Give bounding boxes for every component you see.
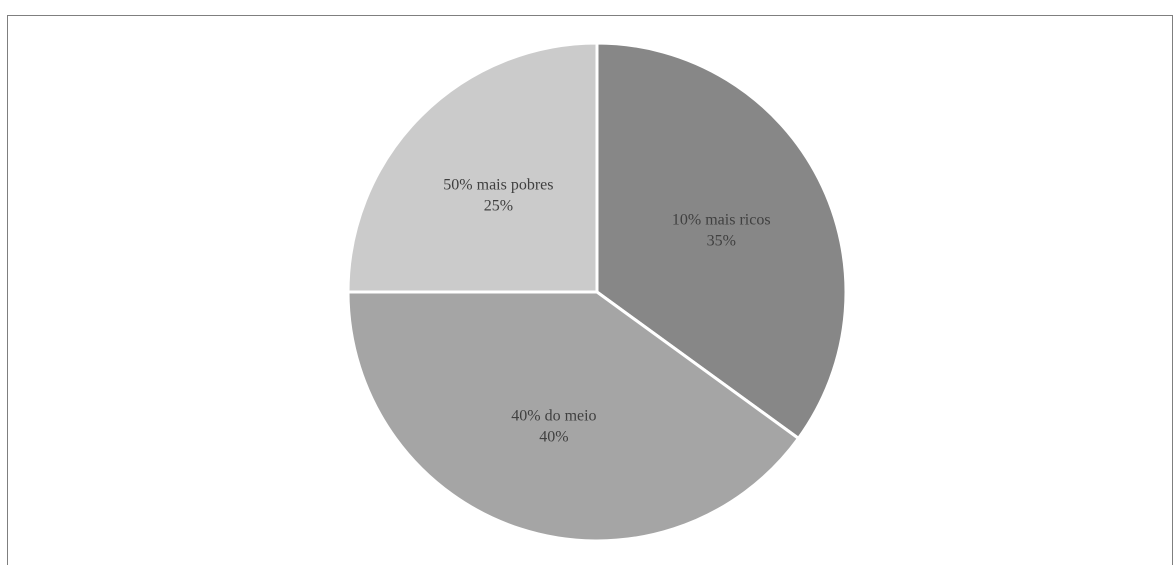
slice-category-label: 50% mais pobres	[443, 176, 553, 193]
pie-slice-2	[346, 290, 800, 543]
slice-value-label: 25%	[484, 197, 513, 214]
slice-value-label: 40%	[539, 429, 568, 446]
pie-slice-3	[346, 41, 599, 294]
pie-slice-1	[595, 41, 848, 440]
slice-value-label: 35%	[707, 233, 736, 250]
slice-category-label: 40% do meio	[511, 408, 596, 425]
slice-category-label: 10% mais ricos	[672, 212, 771, 229]
pie-labels: 10% mais ricos 35% 40% do meio 40% 50% mais …	[443, 176, 770, 445]
pie-slices	[346, 41, 848, 543]
